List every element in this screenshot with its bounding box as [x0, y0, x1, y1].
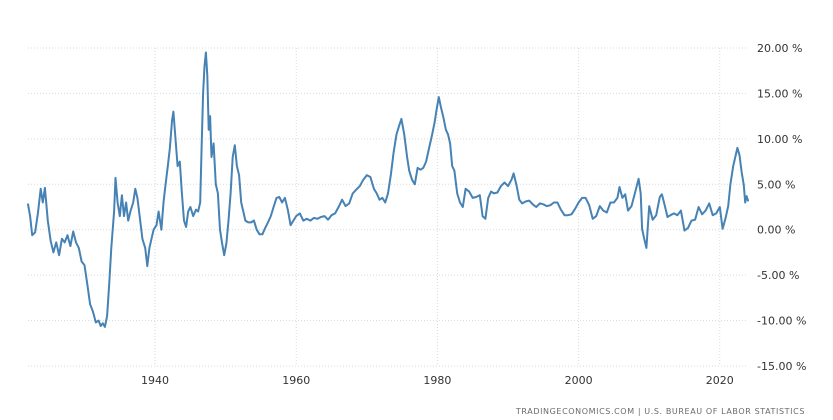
y-tick-label: -5.00 %: [757, 269, 799, 282]
x-tick-label: 2000: [565, 374, 593, 387]
source-attribution: TRADINGECONOMICS.COM | U.S. BUREAU OF LA…: [515, 407, 805, 416]
y-tick-label: -15.00 %: [757, 360, 806, 373]
x-tick-label: 1980: [423, 374, 451, 387]
x-axis-ticks: 1940 1960 1980 2000 2020: [141, 374, 734, 387]
y-axis-ticks: 20.00 % 15.00 % 10.00 % 5.00 % 0.00 % -5.00 %…: [757, 42, 806, 373]
x-tick-label: 1940: [141, 374, 169, 387]
y-tick-label: 15.00 %: [757, 87, 802, 100]
y-tick-label: 10.00 %: [757, 133, 802, 146]
gridlines: [28, 47, 748, 367]
x-tick-label: 2020: [706, 374, 734, 387]
y-tick-label: 0.00 %: [757, 224, 795, 237]
y-tick-label: 20.00 %: [757, 42, 802, 55]
x-tick-label: 1960: [282, 374, 310, 387]
y-tick-label: -10.00 %: [757, 315, 806, 328]
series-line: [27, 51, 749, 328]
y-tick-label: 5.00 %: [757, 178, 795, 191]
